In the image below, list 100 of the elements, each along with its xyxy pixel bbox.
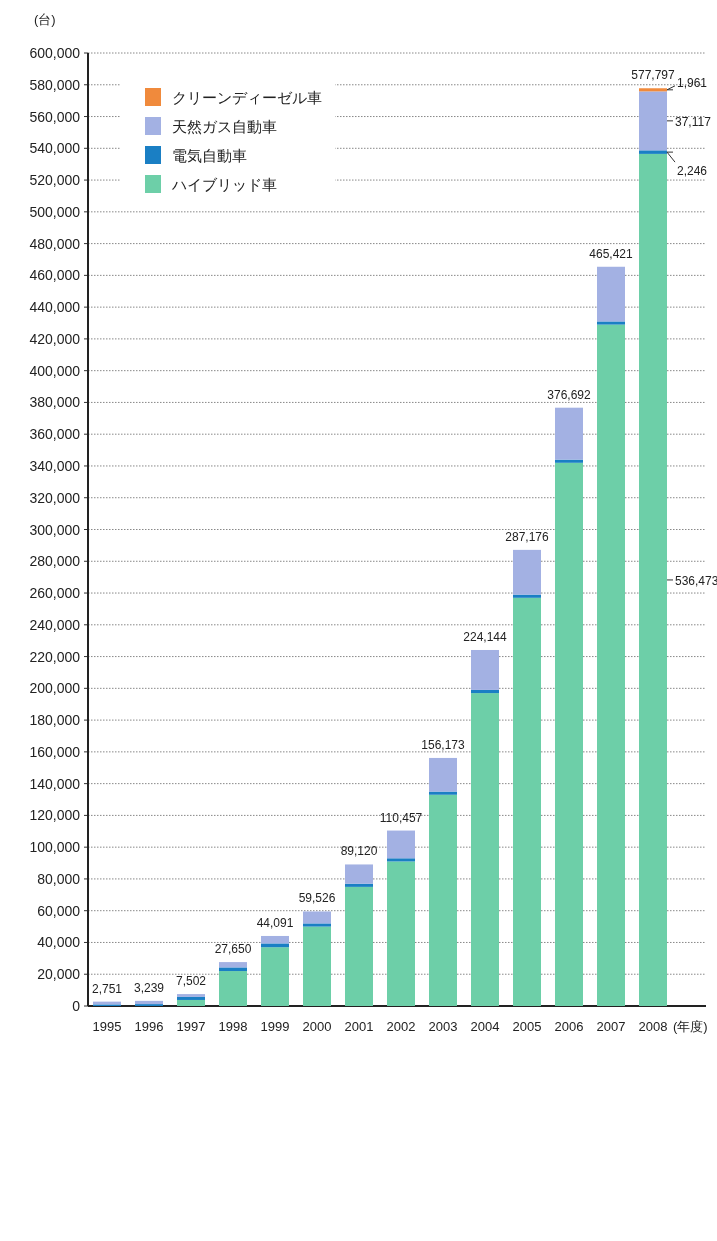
total-label: 2,751 xyxy=(91,981,123,996)
x-tick-label: 2005 xyxy=(512,1019,542,1034)
bar xyxy=(513,594,541,598)
y-tick-label: 200,000 xyxy=(29,680,81,697)
total-label: 156,173 xyxy=(421,737,466,752)
bar xyxy=(597,266,625,322)
bar xyxy=(555,407,583,460)
y-tick-label: 220,000 xyxy=(29,648,81,665)
total-label: 376,692 xyxy=(547,387,592,402)
y-tick-label: 580,000 xyxy=(29,76,81,93)
y-tick-label: 520,000 xyxy=(29,172,81,189)
bar xyxy=(135,1000,163,1005)
total-label: 44,091 xyxy=(256,915,294,930)
bar xyxy=(429,794,457,1006)
bar xyxy=(471,649,499,690)
bar xyxy=(639,88,667,92)
y-tick-label: 600,000 xyxy=(29,45,81,61)
x-tick-label: 2000 xyxy=(302,1019,332,1034)
y-tick-label: 240,000 xyxy=(29,616,81,633)
y-tick-label: 320,000 xyxy=(29,489,81,506)
y-tick-label: 460,000 xyxy=(29,267,81,284)
x-tick-label: 1996 xyxy=(134,1019,164,1034)
y-tick-label: 40,000 xyxy=(37,934,81,951)
y-tick-label: 380,000 xyxy=(29,394,81,411)
x-axis-title: (年度) xyxy=(673,1019,708,1034)
total-label: 59,526 xyxy=(298,891,336,906)
bar xyxy=(261,947,289,1006)
y-tick-label: 500,000 xyxy=(29,203,81,220)
total-label: 7,502 xyxy=(175,974,207,989)
legend-label: 天然ガス自動車 xyxy=(172,118,277,135)
y-tick-label: 360,000 xyxy=(29,426,81,443)
x-tick-label: 1997 xyxy=(176,1019,206,1034)
total-label: 89,120 xyxy=(340,844,378,859)
bar xyxy=(639,153,667,1006)
data-label: 2,246 xyxy=(677,164,708,179)
bar xyxy=(261,943,289,948)
y-tick-label: 140,000 xyxy=(29,775,81,792)
y-tick-label: 480,000 xyxy=(29,235,81,252)
x-tick-label: 2001 xyxy=(344,1019,374,1034)
y-tick-label: 20,000 xyxy=(37,966,81,983)
bar xyxy=(639,150,667,154)
bar xyxy=(219,967,247,972)
total-label: 3,239 xyxy=(133,980,165,995)
bar xyxy=(345,864,373,884)
y-tick-label: 540,000 xyxy=(29,140,81,157)
bar xyxy=(639,91,667,151)
x-tick-label: 1999 xyxy=(260,1019,290,1034)
bar xyxy=(345,883,373,887)
bar xyxy=(387,861,415,1006)
x-tick-label: 2002 xyxy=(386,1019,416,1034)
bar xyxy=(303,926,331,1006)
bar xyxy=(303,923,331,927)
bar xyxy=(471,689,499,694)
bar xyxy=(219,971,247,1006)
bar xyxy=(555,462,583,1006)
total-label: 224,144 xyxy=(463,629,508,644)
bar xyxy=(261,935,289,944)
data-label: 37,117 xyxy=(675,114,712,129)
y-axis-title: (台) xyxy=(34,12,56,27)
x-tick-label: 2008 xyxy=(638,1019,668,1034)
bar xyxy=(387,858,415,862)
y-tick-label: 420,000 xyxy=(29,330,81,347)
y-tick-label: 120,000 xyxy=(29,807,81,824)
bar xyxy=(597,321,625,325)
y-tick-label: 340,000 xyxy=(29,457,81,474)
bar xyxy=(513,597,541,1006)
y-tick-label: 100,000 xyxy=(29,839,81,856)
y-tick-label: 80,000 xyxy=(37,870,81,887)
bar xyxy=(429,757,457,792)
bar xyxy=(303,911,331,924)
y-tick-label: 300,000 xyxy=(29,521,81,538)
total-label: 110,457 xyxy=(379,810,423,825)
total-label: 577,797 xyxy=(631,68,676,83)
bar xyxy=(345,886,373,1006)
x-tick-label: 2007 xyxy=(596,1019,626,1034)
y-tick-label: 260,000 xyxy=(29,585,81,602)
y-tick-label: 400,000 xyxy=(29,362,81,379)
y-tick-label: 0 xyxy=(72,998,81,1014)
total-label: 465,421 xyxy=(589,246,634,261)
x-tick-label: 2006 xyxy=(554,1019,584,1034)
y-tick-label: 440,000 xyxy=(29,299,81,316)
y-tick-label: 180,000 xyxy=(29,712,81,729)
bar xyxy=(555,459,583,463)
bar xyxy=(471,693,499,1006)
bar xyxy=(597,324,625,1006)
data-label: 536,473 xyxy=(675,573,717,588)
bar xyxy=(177,999,205,1006)
legend-label: 電気自動車 xyxy=(172,147,247,164)
x-tick-label: 2003 xyxy=(428,1019,458,1034)
legend-label: ハイブリッド車 xyxy=(171,176,277,193)
x-tick-label: 2004 xyxy=(470,1019,500,1034)
data-label: 1,961 xyxy=(677,75,708,90)
bar xyxy=(429,791,457,795)
total-label: 287,176 xyxy=(505,529,550,544)
bar xyxy=(219,962,247,968)
y-tick-label: 60,000 xyxy=(37,902,81,919)
x-tick-label: 1995 xyxy=(92,1019,122,1034)
legend-label: クリーンディーゼル車 xyxy=(172,89,322,106)
bar xyxy=(513,549,541,595)
y-tick-label: 160,000 xyxy=(29,743,81,760)
